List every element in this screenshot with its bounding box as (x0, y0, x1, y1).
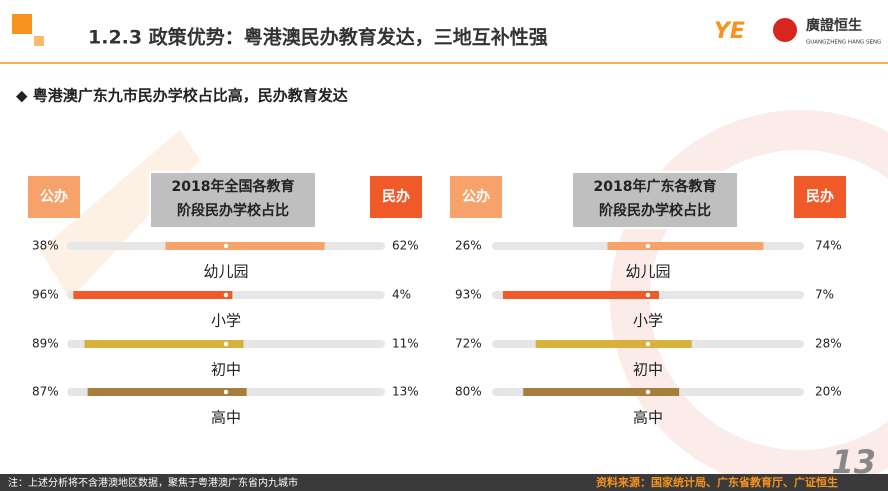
private-box (794, 176, 846, 218)
page-number: 13 (831, 443, 876, 481)
slide-title: 1.2.3 政策优势：粤港澳民办教育发达，三地互补性强 (88, 26, 548, 49)
public-bar (607, 242, 648, 250)
center-dot (644, 242, 652, 250)
decor-square (34, 36, 44, 46)
logo-icon (773, 18, 797, 42)
public-value: 96% (32, 288, 59, 302)
panel-title-box (571, 171, 739, 229)
private-bar (648, 291, 659, 299)
panel-title: 2018年广东各教育 (594, 178, 717, 195)
public-value: 89% (32, 337, 59, 351)
category: 高中 (633, 409, 663, 427)
public-value: 72% (455, 337, 482, 351)
category: 小学 (633, 312, 663, 330)
center-dot (644, 340, 652, 348)
panel-title: 阶段民办学校占比 (177, 202, 289, 219)
private-label: 民办 (382, 188, 410, 205)
private-value: 11% (392, 337, 419, 351)
logo-subtext: GUANGZHENG HANG SENG (806, 40, 881, 46)
public-bar (523, 388, 648, 396)
public-bar (502, 291, 648, 299)
center-dot (222, 340, 230, 348)
panel-title-box (149, 171, 317, 229)
public-value: 26% (455, 239, 482, 253)
category: 初中 (211, 361, 241, 379)
public-value: 87% (32, 385, 59, 399)
private-bar (226, 242, 325, 250)
category: 初中 (633, 361, 663, 379)
private-bar (226, 388, 247, 396)
private-value: 20% (815, 385, 842, 399)
category: 高中 (211, 409, 241, 427)
public-bar (84, 340, 227, 348)
category: 幼儿园 (203, 263, 248, 281)
public-bar (87, 388, 226, 396)
footer-bar (0, 474, 888, 491)
private-bar (648, 242, 764, 250)
source: 资料来源：国家统计局、广东省教育厅、广证恒生 (596, 475, 838, 489)
decor-square (12, 14, 32, 34)
private-value: 7% (815, 288, 834, 302)
logo-text: 廣證恒生 (806, 17, 862, 34)
private-bar (648, 388, 680, 396)
panel-title: 阶段民办学校占比 (599, 202, 711, 219)
private-box (370, 176, 422, 218)
center-dot (644, 388, 652, 396)
center-dot (222, 242, 230, 250)
private-label: 民办 (806, 188, 834, 205)
private-bar (226, 340, 244, 348)
footnote: 注：上述分析将不含港澳地区数据，聚焦于粤港澳广东省内九城市 (8, 476, 298, 489)
public-bar (535, 340, 648, 348)
public-bar (73, 291, 226, 299)
public-bar (165, 242, 226, 250)
center-dot (222, 388, 230, 396)
category: 幼儿园 (625, 263, 670, 281)
panel-title: 2018年全国各教育 (172, 178, 295, 195)
public-label: 公办 (462, 188, 490, 205)
private-bar (648, 340, 692, 348)
private-value: 74% (815, 239, 842, 253)
public-box (450, 176, 502, 218)
center-dot (644, 291, 652, 299)
public-value: 80% (455, 385, 482, 399)
private-value: 62% (392, 239, 419, 253)
logo-mark: YE (714, 19, 745, 44)
public-value: 38% (32, 239, 59, 253)
public-box (28, 176, 80, 218)
private-value: 28% (815, 337, 842, 351)
public-value: 93% (455, 288, 482, 302)
private-value: 4% (392, 288, 411, 302)
category: 小学 (211, 312, 241, 330)
private-value: 13% (392, 385, 419, 399)
subtitle: ◆ 粤港澳广东九市民办学校占比高，民办教育发达 (16, 87, 348, 105)
public-label: 公办 (40, 188, 68, 205)
watermark (610, 110, 888, 490)
center-dot (222, 291, 230, 299)
